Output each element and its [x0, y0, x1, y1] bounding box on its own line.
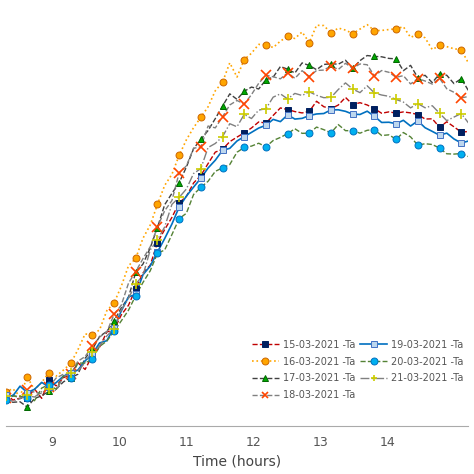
X-axis label: Time (hours): Time (hours): [193, 455, 281, 468]
Legend: 15-03-2021 -Ta, 16-03-2021 -Ta, 17-03-2021 -Ta, 18-03-2021 -Ta, 19-03-2021 -Ta, : 15-03-2021 -Ta, 16-03-2021 -Ta, 17-03-20…: [252, 340, 464, 400]
